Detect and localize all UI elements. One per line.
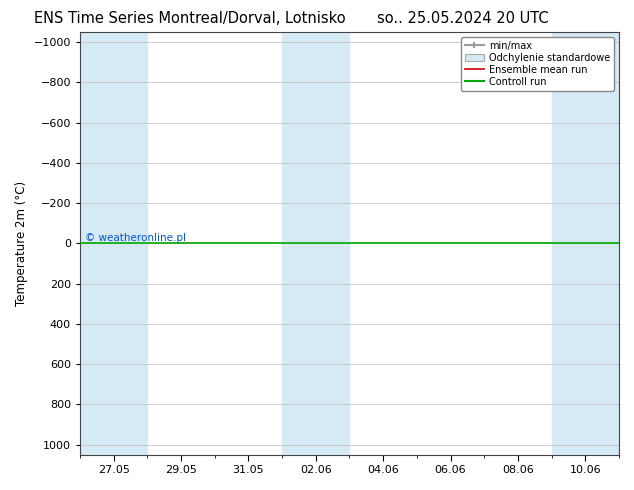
- Bar: [80, 32, 147, 455]
- Text: ENS Time Series Montreal/Dorval, Lotnisko: ENS Time Series Montreal/Dorval, Lotnisk…: [34, 11, 346, 26]
- Text: © weatheronline.pl: © weatheronline.pl: [86, 233, 186, 244]
- Text: so.. 25.05.2024 20 UTC: so.. 25.05.2024 20 UTC: [377, 11, 548, 26]
- Bar: [282, 32, 349, 455]
- Legend: min/max, Odchylenie standardowe, Ensemble mean run, Controll run: min/max, Odchylenie standardowe, Ensembl…: [461, 37, 614, 91]
- Bar: [552, 32, 619, 455]
- Y-axis label: Temperature 2m (°C): Temperature 2m (°C): [15, 181, 28, 306]
